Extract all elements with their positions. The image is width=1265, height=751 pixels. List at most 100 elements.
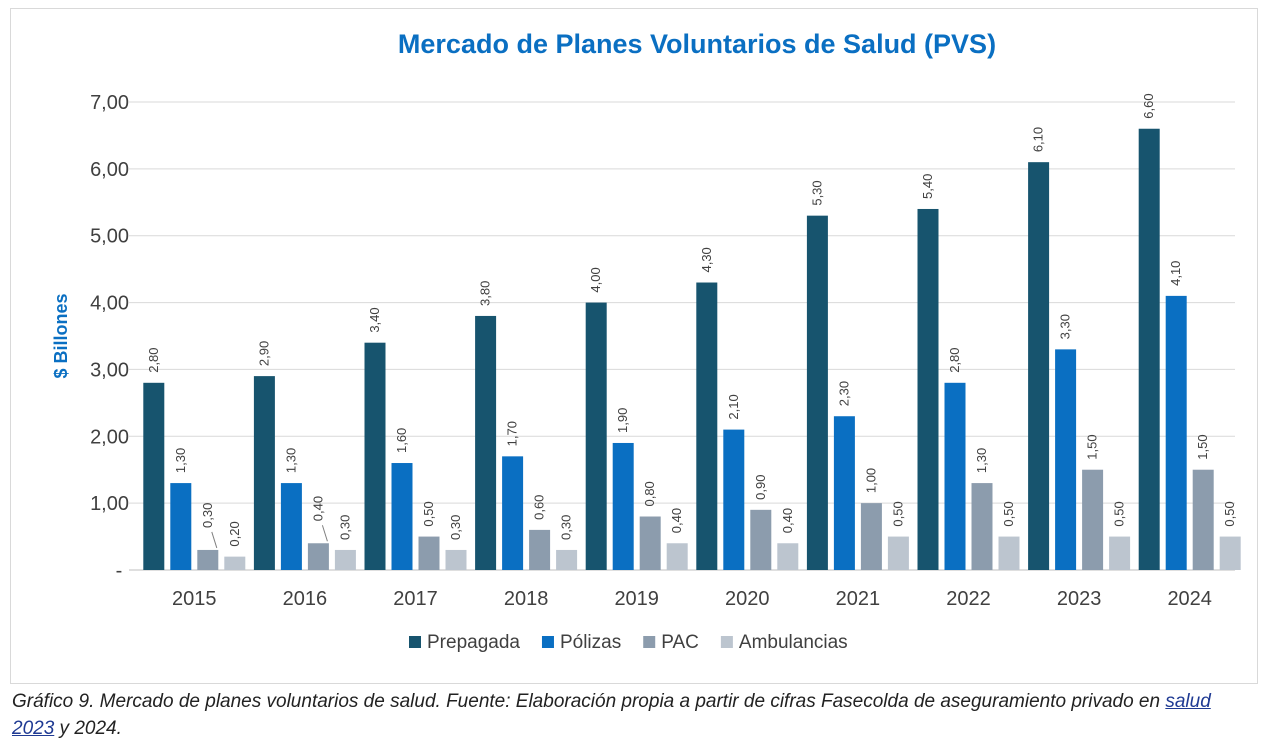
bar — [666, 543, 688, 570]
data-label: 3,30 — [1058, 314, 1073, 339]
data-label: 1,90 — [615, 408, 630, 433]
data-label: 1,00 — [863, 468, 878, 493]
bar — [917, 208, 939, 570]
x-tick-label: 2024 — [1167, 588, 1212, 610]
data-label: 0,30 — [559, 515, 574, 540]
data-label: 6,60 — [1141, 93, 1156, 118]
legend-swatch — [643, 636, 656, 648]
legend-swatch — [541, 636, 554, 648]
legend-label: PAC — [661, 632, 699, 653]
caption-link[interactable]: salud 2023 — [12, 691, 1211, 739]
bar — [502, 456, 524, 570]
bar — [364, 342, 386, 570]
data-label: 5,40 — [920, 174, 935, 199]
y-tick-label: 7,00 — [90, 92, 129, 114]
bar — [1055, 349, 1077, 570]
data-label: 1,60 — [394, 428, 409, 453]
bar — [170, 483, 192, 570]
bar — [253, 376, 275, 570]
data-label: 1,50 — [1195, 434, 1210, 459]
bar — [723, 429, 745, 570]
bar — [777, 543, 799, 570]
bar — [418, 536, 440, 570]
x-tick-label: 2021 — [836, 588, 881, 610]
chart-title: Mercado de Planes Voluntarios de Salud (… — [398, 29, 996, 59]
bar — [1192, 469, 1214, 570]
caption-suffix: y 2024. — [54, 718, 122, 739]
x-tick-label: 2016 — [283, 588, 328, 610]
bar — [1082, 469, 1104, 570]
caption-prefix: Gráfico 9. Mercado de planes voluntarios… — [12, 691, 1166, 712]
data-label: 0,30 — [337, 515, 352, 540]
y-tick-label: 5,00 — [90, 226, 129, 248]
data-label: 0,60 — [532, 495, 547, 520]
bar — [529, 529, 551, 570]
legend-swatch — [720, 636, 733, 648]
bar — [971, 483, 993, 570]
data-label: 0,40 — [780, 508, 795, 533]
bar — [475, 315, 497, 570]
data-label: 1,30 — [173, 448, 188, 473]
y-tick-label: 3,00 — [90, 359, 129, 381]
bar — [833, 416, 855, 570]
data-label: 0,20 — [227, 521, 242, 546]
bar — [806, 215, 828, 570]
data-label: 5,30 — [809, 180, 824, 205]
figure-caption: Gráfico 9. Mercado de planes voluntarios… — [12, 688, 1252, 742]
data-label: 2,30 — [836, 381, 851, 406]
bar — [1165, 295, 1187, 570]
legend-swatch — [409, 636, 421, 648]
data-label: 3,40 — [367, 307, 382, 332]
bar — [280, 483, 302, 570]
chart: Mercado de Planes Voluntarios de Salud (… — [51, 29, 1241, 653]
x-tick-label: 2017 — [393, 588, 438, 610]
data-label: 2,90 — [256, 341, 271, 366]
x-tick-label: 2023 — [1057, 588, 1102, 610]
leader-line — [211, 531, 218, 549]
bar — [1138, 128, 1160, 570]
bar — [860, 503, 882, 570]
bar — [944, 382, 966, 570]
x-tick-label: 2022 — [946, 588, 991, 610]
y-tick-label: 1,00 — [90, 493, 129, 515]
bar — [224, 556, 246, 570]
data-label: 6,10 — [1031, 127, 1046, 152]
data-label: 4,30 — [699, 247, 714, 272]
bar — [143, 382, 165, 570]
bar — [585, 302, 607, 570]
data-label: 0,30 — [200, 503, 215, 528]
leader-line — [321, 525, 328, 542]
data-label: 1,30 — [974, 448, 989, 473]
data-label: 0,30 — [448, 515, 463, 540]
data-label: 0,50 — [1112, 501, 1127, 526]
bar — [307, 543, 329, 570]
bar — [750, 509, 772, 570]
data-label: 0,40 — [669, 508, 684, 533]
bar — [696, 282, 718, 570]
bar — [612, 442, 634, 570]
legend-label: Prepagada — [427, 632, 520, 653]
bar — [445, 549, 467, 570]
bar — [197, 549, 219, 570]
data-label: 2,10 — [726, 394, 741, 419]
legend-label: Ambulancias — [739, 632, 848, 653]
data-label: 0,50 — [421, 501, 436, 526]
bar — [391, 463, 413, 570]
bar — [998, 536, 1020, 570]
bar — [1219, 536, 1241, 570]
x-tick-label: 2018 — [504, 588, 549, 610]
data-label: 0,40 — [310, 496, 325, 521]
y-axis-label: $ Billones — [51, 293, 71, 378]
x-tick-label: 2020 — [725, 588, 770, 610]
data-label: 4,00 — [588, 267, 603, 292]
data-label: 4,10 — [1168, 261, 1183, 286]
data-label: 1,50 — [1085, 434, 1100, 459]
y-tick-label: - — [116, 560, 123, 582]
data-label: 0,90 — [753, 475, 768, 500]
bar — [1109, 536, 1131, 570]
data-label: 0,50 — [1001, 501, 1016, 526]
bar — [887, 536, 909, 570]
bar — [556, 549, 578, 570]
data-label: 0,50 — [1222, 501, 1237, 526]
data-label: 1,30 — [283, 448, 298, 473]
